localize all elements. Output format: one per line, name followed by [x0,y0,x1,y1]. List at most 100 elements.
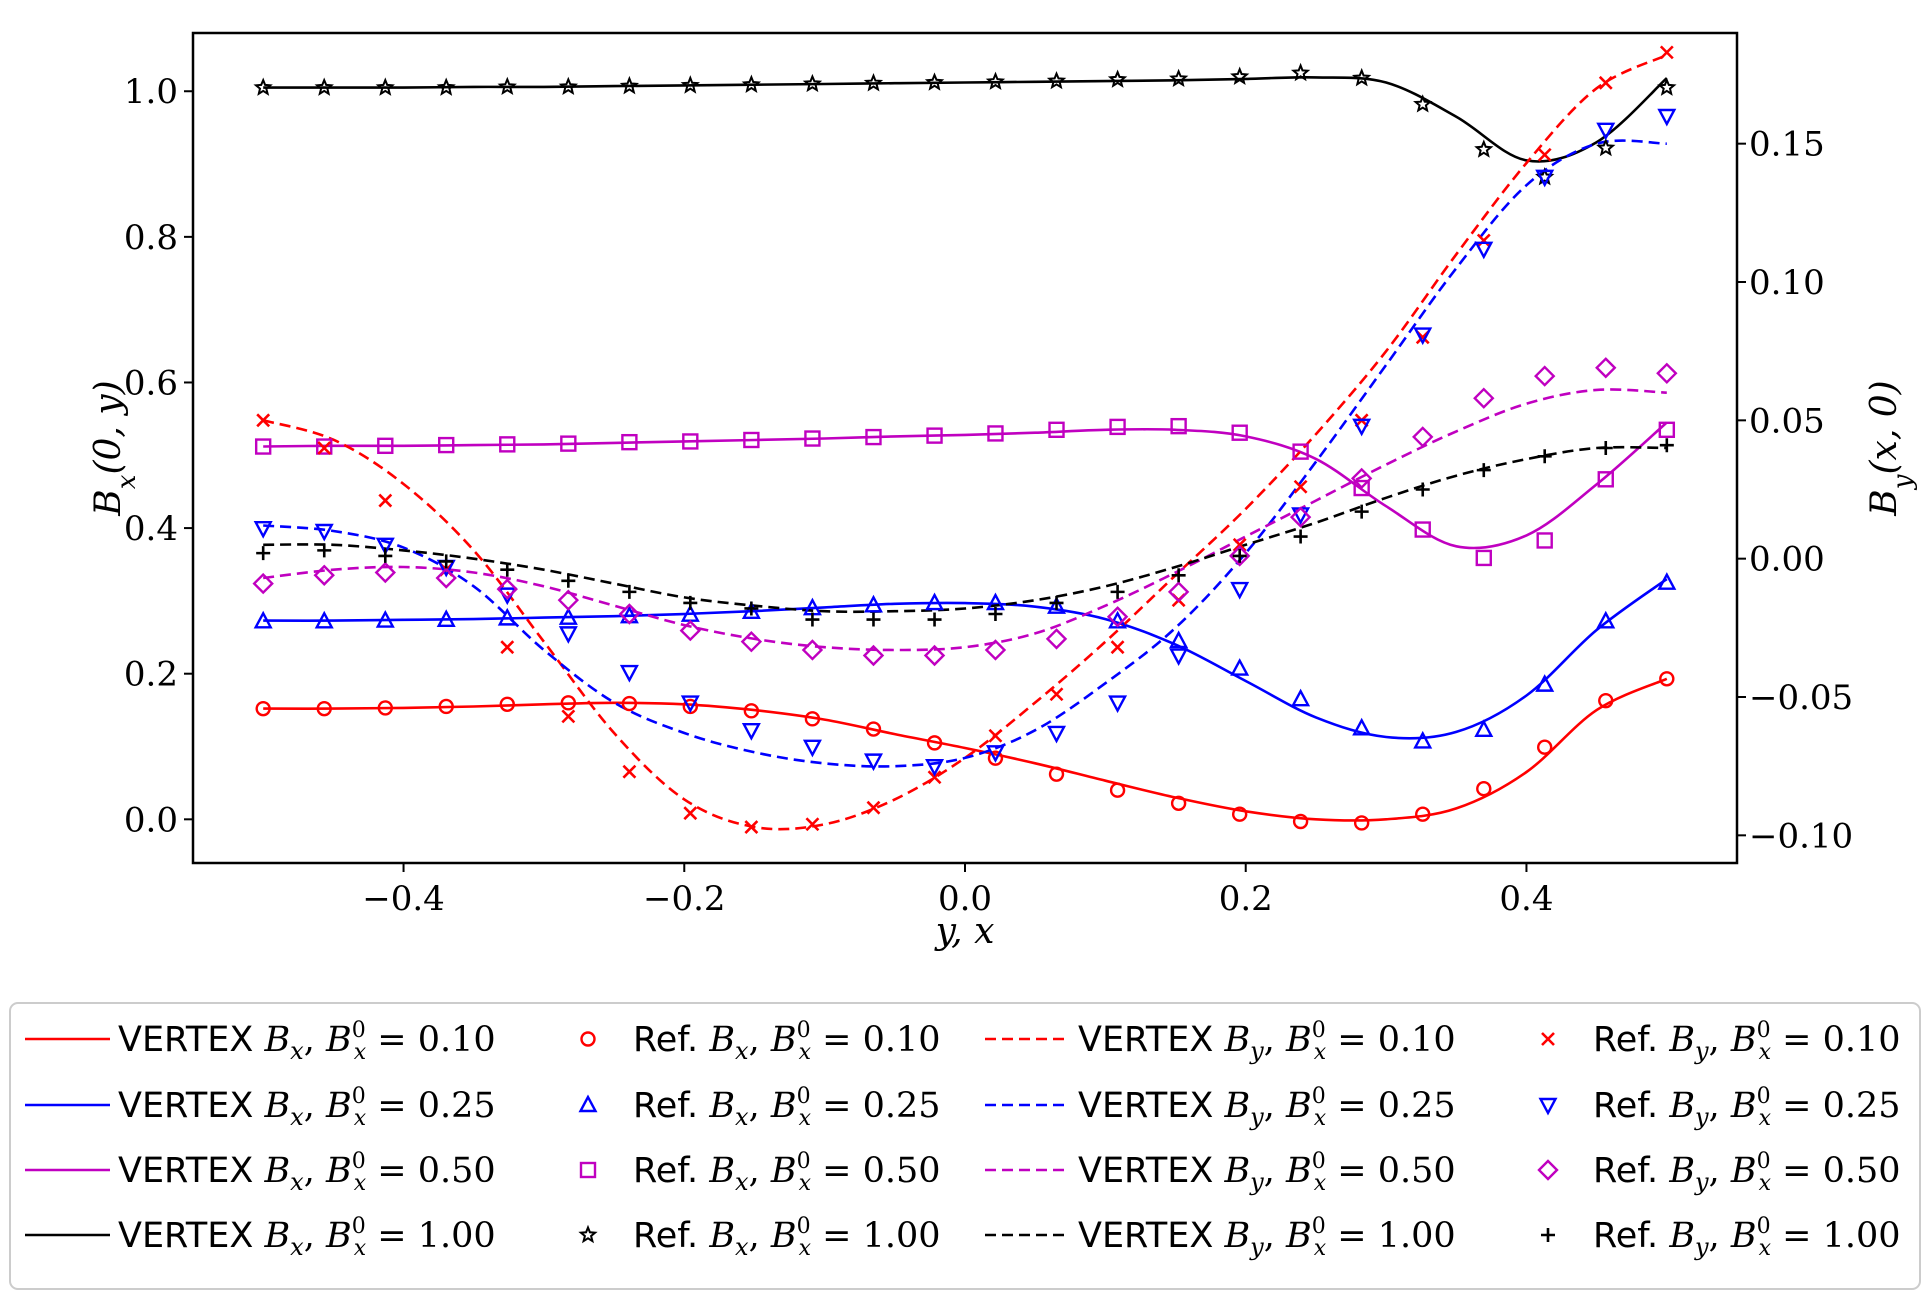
data-point-9-20 [1474,719,1494,737]
data-point-12-10 [866,800,881,815]
data-point-9-1 [314,610,334,629]
data-point-10-15 [1170,417,1187,435]
data-point-10-6 [621,433,638,451]
data-point-10-3 [438,436,455,454]
data-point-14-14 [1106,606,1129,628]
data-point-15-7 [683,595,698,610]
legend-swatch-4 [580,1031,596,1047]
data-point-12-4 [500,640,515,655]
data-point-12-16 [1232,537,1247,552]
series-line-2 [263,421,1668,550]
data-point-8-10 [865,721,882,737]
data-point-14-10 [862,644,885,667]
y-left-tick-label: 0.8 [124,218,178,258]
data-point-12-17 [1293,479,1308,494]
data-point-10-0 [254,438,272,455]
data-point-13-11 [925,758,945,777]
legend-label-5: Ref. Bx, B0 x = 0.25 [633,1084,941,1131]
y-left-tick-label: 0.4 [124,509,178,549]
x-tick-label: 0.2 [1219,879,1273,919]
data-point-14-20 [1473,387,1495,409]
data-point-12-13 [1049,687,1064,702]
legend-entry-3: VERTEX Bx, B0 x = 1.00 [25,1214,496,1261]
legend-label-10: VERTEX By, B0 x = 0.50 [1078,1149,1456,1196]
data-point-12-11 [927,770,942,785]
axes: −0.4 −0.2 0.0 0.2 0.4 0.0 0.2 0.4 0.6 0.8 1.0 −0.10… [88,72,1918,952]
data-point-15-2 [378,548,393,563]
legend-entry-0: VERTEX Bx, B0 x = 0.10 [25,1018,496,1065]
data-point-15-8 [744,601,759,616]
legend-label-1: VERTEX Bx, B0 x = 0.25 [118,1084,496,1131]
data-point-11-17 [1290,62,1311,82]
x-tick-label: −0.4 [362,879,445,919]
legend-label-2: VERTEX Bx, B0 x = 0.50 [118,1149,496,1196]
data-point-15-20 [1476,463,1491,478]
data-point-11-5 [558,76,579,96]
series-line-6 [263,388,1667,652]
series-markers-14 [252,357,1678,667]
y-left-tick-label: 0.2 [124,655,178,695]
data-point-9-3 [436,609,456,628]
data-point-15-15 [1171,568,1186,583]
data-point-9-16 [1230,658,1250,676]
data-point-12-7 [683,806,698,821]
data-point-8-18 [1353,815,1370,831]
data-point-10-11 [926,427,943,444]
data-point-8-2 [377,700,393,716]
data-point-11-16 [1230,66,1250,85]
legend-entry-10: VERTEX By, B0 x = 0.50 [985,1149,1456,1196]
data-point-13-12 [985,745,1005,763]
legend-entry-11: VERTEX By, B0 x = 1.00 [985,1214,1456,1261]
data-point-12-0 [256,413,271,428]
data-point-9-23 [1657,572,1677,590]
series-markers-15 [256,438,1674,627]
data-point-15-13 [1049,595,1064,610]
data-point-14-8 [740,630,763,653]
plot-area [252,45,1678,834]
y-right-tick-label: −0.10 [1749,816,1853,856]
data-point-13-21 [1535,169,1555,188]
data-point-13-23 [1657,108,1677,127]
data-point-10-2 [377,437,394,455]
legend-swatch-13 [1538,1097,1558,1116]
data-point-8-16 [1231,806,1248,822]
data-point-8-23 [1659,671,1675,687]
data-point-13-0 [253,521,273,539]
series-line-4 [262,53,1668,831]
series-line-1 [263,578,1668,740]
data-point-12-6 [622,764,637,779]
data-point-12-5 [561,709,576,724]
data-point-10-17 [1292,443,1309,460]
legend-label-0: VERTEX Bx, B0 x = 0.10 [118,1018,496,1065]
data-point-15-9 [805,612,820,627]
data-point-15-3 [439,554,454,569]
data-point-13-13 [1047,725,1067,744]
data-point-12-2 [378,493,393,508]
data-point-9-11 [925,592,945,611]
data-point-11-15 [1168,68,1189,88]
series-markers-11 [253,62,1677,186]
data-point-15-23 [1659,438,1674,453]
data-point-9-13 [1047,596,1067,614]
data-point-13-14 [1108,695,1128,714]
data-point-14-2 [374,561,396,584]
data-point-13-18 [1352,418,1372,437]
data-point-10-14 [1109,418,1126,436]
legend-label-12: Ref. By, B0 x = 0.10 [1593,1018,1901,1065]
data-point-15-10 [866,612,881,627]
data-point-11-23 [1657,77,1677,96]
data-point-10-5 [560,435,577,452]
data-point-12-22 [1598,75,1613,90]
data-point-9-0 [253,610,273,629]
y-right-tick-label: 0.05 [1749,401,1825,441]
legend-swatch-6 [579,1161,597,1179]
data-point-13-10 [863,753,883,772]
data-point-9-12 [985,592,1005,611]
data-point-13-15 [1169,648,1189,667]
data-point-15-22 [1598,441,1613,455]
data-point-8-19 [1415,806,1431,822]
data-point-10-21 [1536,532,1553,549]
data-point-11-1 [314,77,334,96]
data-point-14-22 [1595,357,1617,379]
data-point-11-14 [1107,69,1128,88]
